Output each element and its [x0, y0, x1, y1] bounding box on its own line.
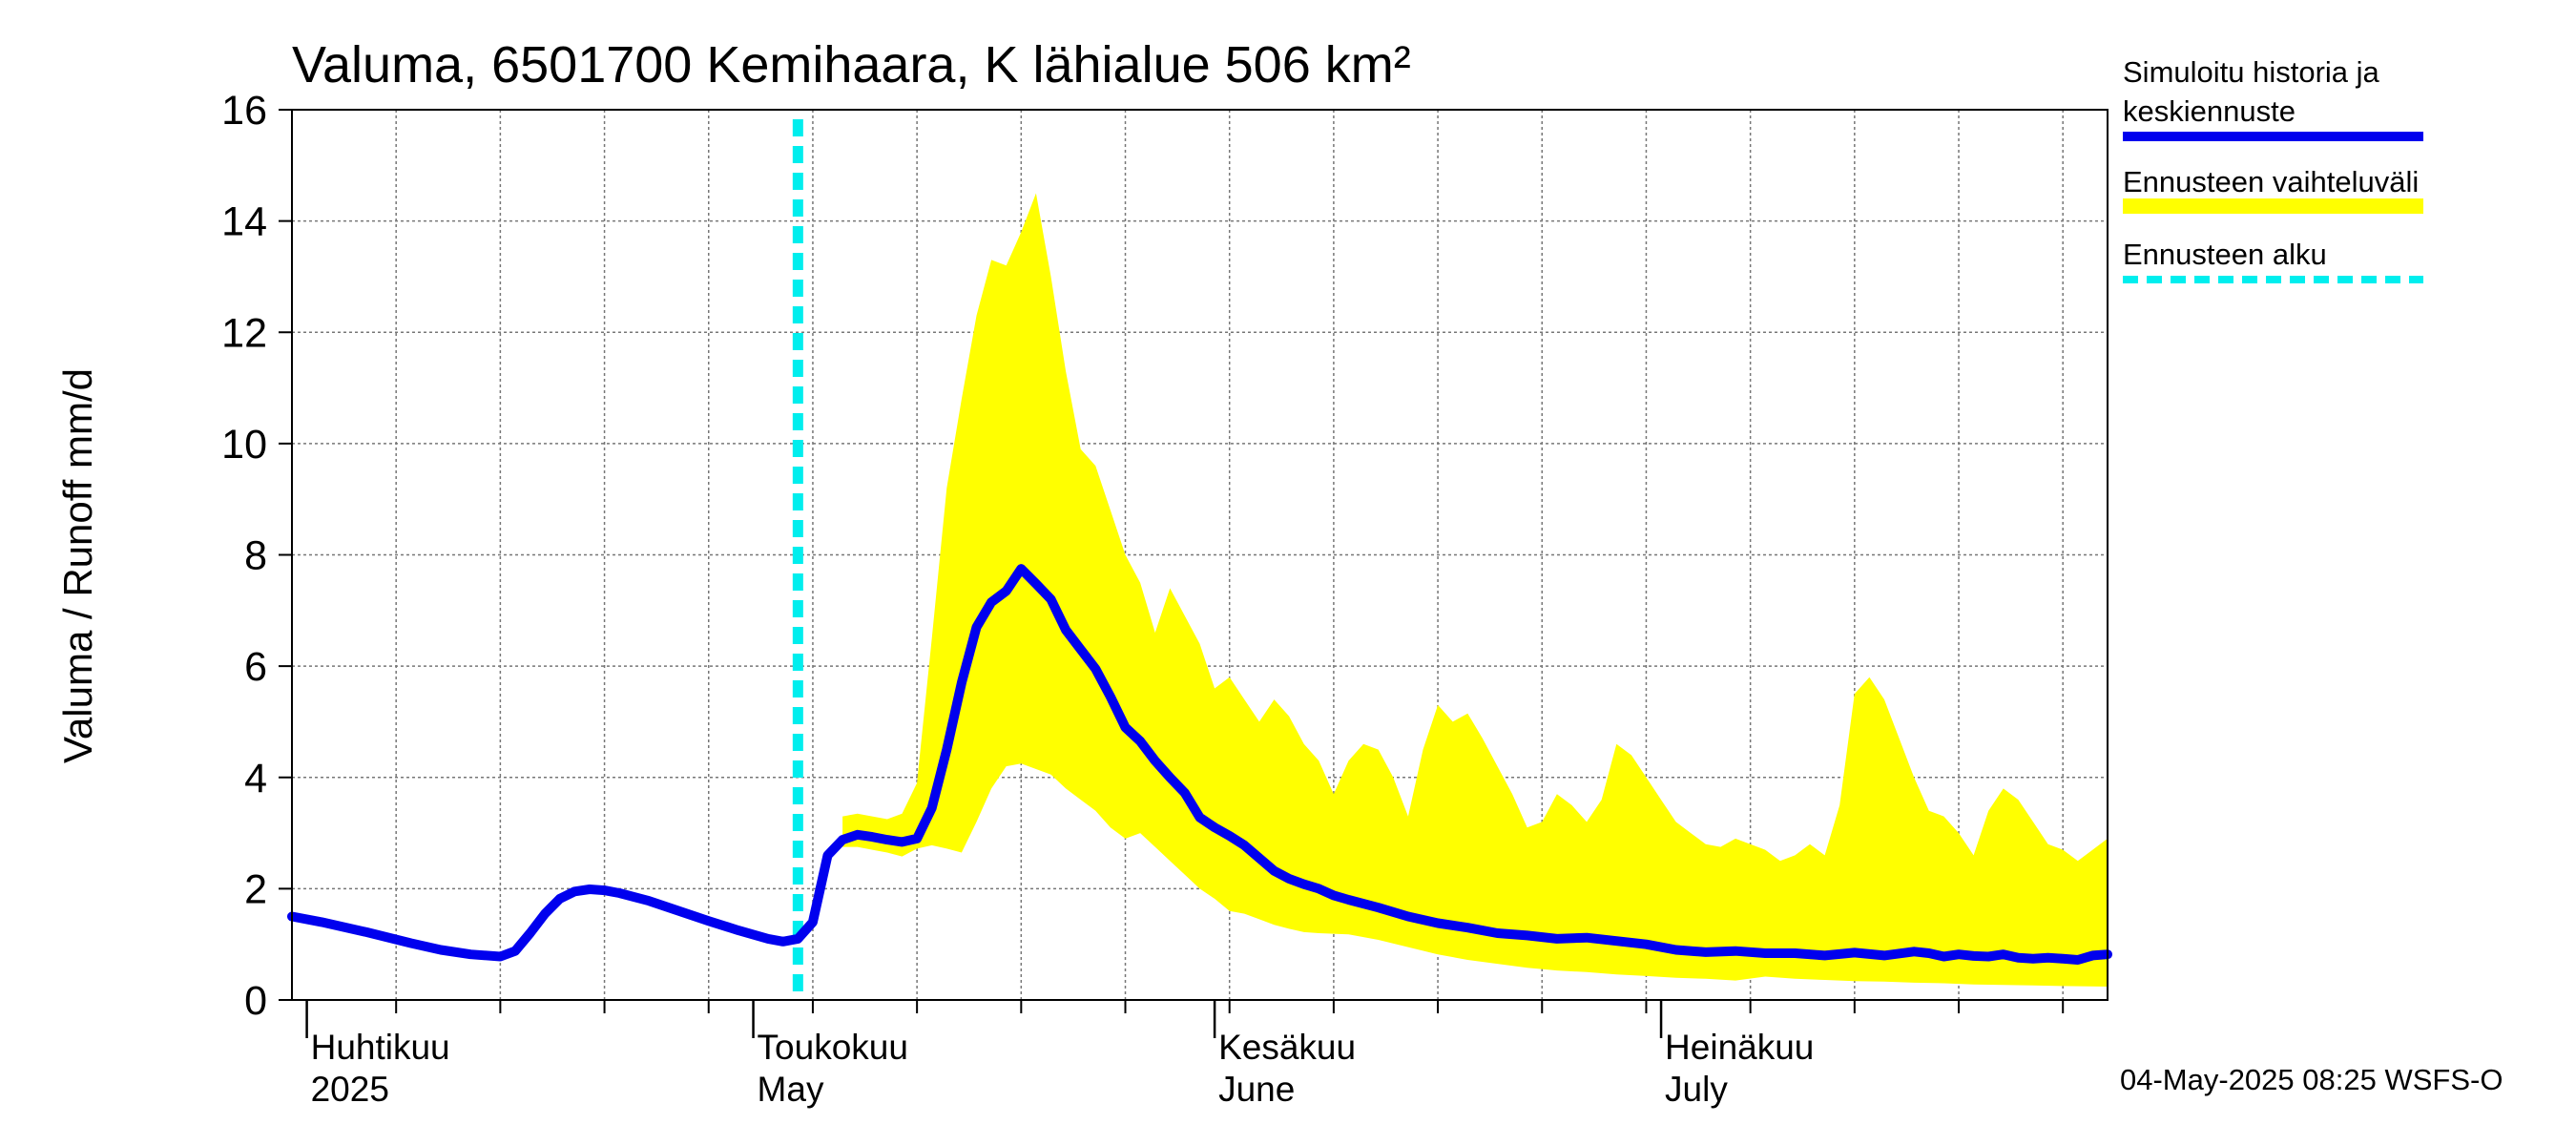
month-label: Huhtikuu	[311, 1028, 450, 1067]
legend-label-range: Ennusteen vaihteluväli	[2123, 165, 2419, 198]
legend-label-simulated-line2: keskiennuste	[2123, 94, 2296, 128]
footer-timestamp: 04-May-2025 08:25 WSFS-O	[2120, 1063, 2503, 1096]
y-axis-label: Valuma / Runoff mm/d	[55, 368, 100, 763]
y-tick-label: 14	[221, 199, 267, 245]
y-tick-label: 0	[244, 978, 267, 1024]
y-tick-label: 4	[244, 756, 267, 802]
legend-label-forecast-start: Ennusteen alku	[2123, 238, 2327, 271]
month-label: Heinäkuu	[1665, 1028, 1814, 1067]
month-sublabel: May	[758, 1070, 824, 1109]
y-axis: 0 2 4 6 8 10 12 14 16	[221, 88, 292, 1024]
y-tick-label: 8	[244, 533, 267, 579]
month-sublabel: 2025	[311, 1070, 389, 1109]
y-tick-label: 12	[221, 310, 267, 356]
legend-label-simulated-line1: Simuloitu historia ja	[2123, 55, 2380, 89]
chart-title: Valuma, 6501700 Kemihaara, K lähialue 50…	[292, 36, 1411, 94]
month-label: Toukokuu	[758, 1028, 908, 1067]
month-sublabel: July	[1665, 1070, 1728, 1109]
legend: Simuloitu historia ja keskiennuste Ennus…	[2123, 55, 2423, 283]
simulated-runoff-line	[287, 564, 2112, 965]
forecast-range-band	[842, 193, 2108, 987]
y-tick-label: 16	[221, 88, 267, 134]
y-tick-label: 10	[221, 422, 267, 468]
y-tick-label: 2	[244, 866, 267, 912]
month-sublabel: June	[1218, 1070, 1295, 1109]
y-tick-label: 6	[244, 644, 267, 690]
month-label: Kesäkuu	[1218, 1028, 1356, 1067]
